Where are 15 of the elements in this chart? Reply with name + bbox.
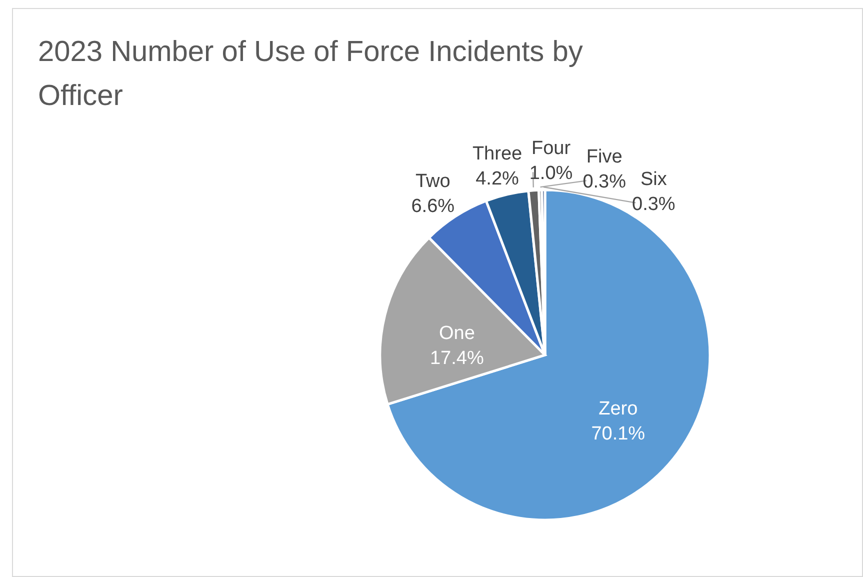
data-label: 4.2% (476, 168, 520, 190)
slice-label: Five (586, 146, 622, 168)
data-label: 70.1% (591, 424, 646, 445)
slice-label: Six (640, 168, 668, 190)
data-label: 6.6% (411, 196, 455, 217)
data-label: 17.4% (430, 348, 484, 370)
slice-label: Four (531, 138, 572, 160)
data-label: 1.0% (529, 163, 573, 184)
chart-title: 2023 Number of Use of Force Incidents by Officer (38, 35, 584, 114)
slice-label: Zero (598, 398, 638, 420)
data-label: 0.3% (582, 172, 626, 193)
slice-label: Three (472, 144, 522, 165)
data-label: 0.3% (632, 194, 676, 215)
slice-label: One (438, 323, 475, 344)
slice-label: Two (415, 170, 450, 192)
